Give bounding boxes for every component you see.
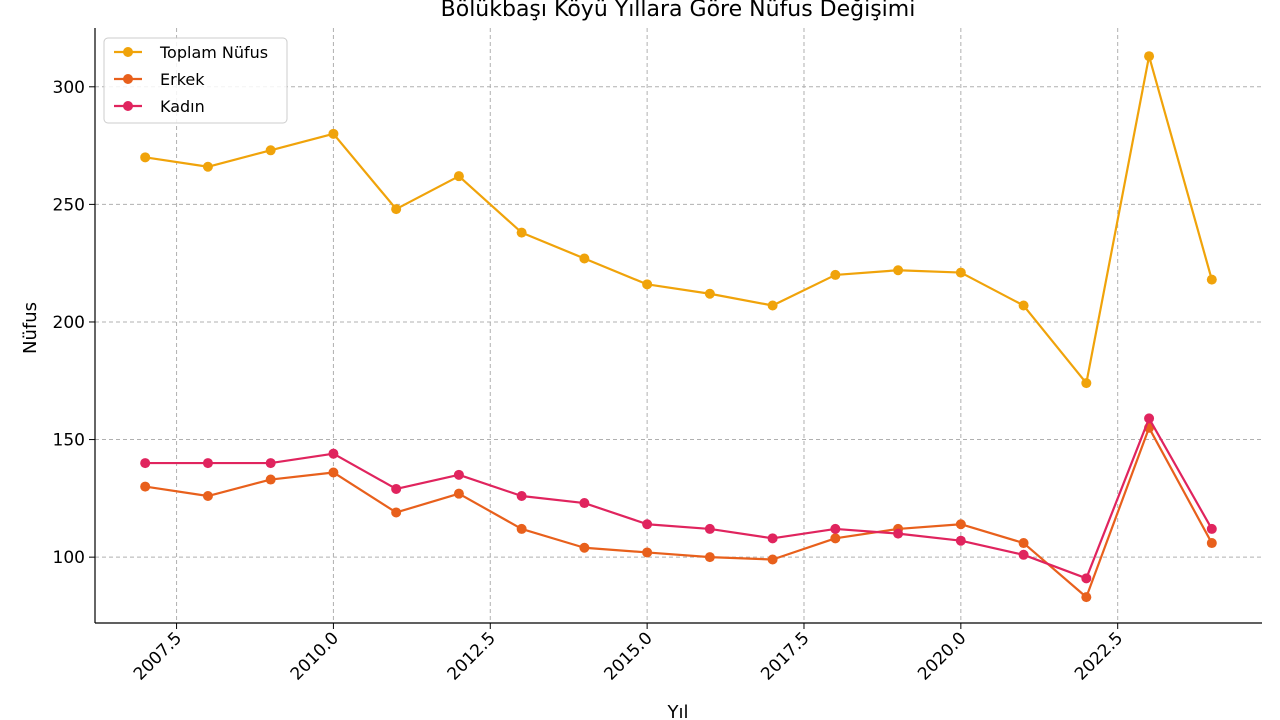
x-axis-label: Yıl: [667, 702, 689, 720]
data-point: [767, 554, 778, 565]
data-point: [1144, 413, 1155, 424]
data-point: [642, 279, 653, 290]
data-point: [955, 535, 966, 546]
legend-label: Kadın: [160, 97, 205, 116]
y-axis-label: Nüfus: [20, 302, 41, 354]
data-point: [767, 533, 778, 544]
data-point: [1206, 274, 1217, 285]
data-point: [642, 547, 653, 558]
data-point: [516, 491, 527, 502]
data-point: [265, 458, 276, 469]
x-tick-label: 2007.5: [130, 628, 186, 684]
x-tick-label: 2015.0: [600, 628, 656, 684]
data-point: [642, 519, 653, 530]
y-tick-label: 250: [53, 195, 85, 215]
x-tick-label: 2020.0: [914, 628, 970, 684]
data-point: [140, 481, 151, 492]
data-point: [516, 523, 527, 534]
y-tick-label: 300: [53, 78, 85, 98]
data-point: [391, 507, 402, 518]
data-point: [1018, 300, 1029, 311]
data-point: [391, 204, 402, 215]
x-tick-label: 2012.5: [444, 628, 500, 684]
data-point: [140, 152, 151, 163]
data-point: [202, 458, 213, 469]
data-point: [516, 227, 527, 238]
data-point: [830, 533, 841, 544]
data-point: [579, 253, 590, 264]
data-point: [704, 523, 715, 534]
data-point: [893, 528, 904, 539]
data-point: [1081, 573, 1092, 584]
data-point: [453, 469, 464, 480]
data-point: [453, 488, 464, 499]
data-point: [1206, 523, 1217, 534]
data-point: [579, 542, 590, 553]
y-tick-label: 150: [53, 431, 85, 451]
data-point: [955, 519, 966, 530]
y-tick-label: 100: [53, 548, 85, 568]
data-point: [704, 552, 715, 563]
x-tick-label: 2017.5: [757, 628, 813, 684]
y-tick-label: 200: [53, 313, 85, 333]
data-point: [704, 288, 715, 299]
data-point: [955, 267, 966, 278]
data-point: [328, 467, 339, 478]
series-line-3: [145, 417, 1213, 580]
data-point: [391, 483, 402, 494]
data-point: [328, 128, 339, 139]
data-point: [202, 161, 213, 172]
data-point: [1018, 549, 1029, 560]
legend: Toplam Nüfus Erkek Kadın: [103, 37, 288, 124]
data-point: [579, 498, 590, 509]
legend-marker: [123, 47, 133, 57]
axes: 2007.5 2010.0 2012.5 2015.0 2017.5 2020.0 2022…: [53, 28, 1262, 685]
data-point: [830, 269, 841, 280]
legend-box: [103, 37, 288, 124]
data-point: [1206, 538, 1217, 549]
chart-title: Bölükbaşı Köyü Yıllara Göre Nüfus Değişi…: [441, 0, 916, 22]
legend-marker: [123, 101, 133, 111]
x-tick-label: 2010.0: [287, 628, 343, 684]
legend-label: Erkek: [160, 70, 205, 89]
data-point: [1081, 378, 1092, 389]
series-group: [140, 51, 1217, 603]
data-point: [830, 523, 841, 534]
grid: [95, 28, 1262, 623]
series-line-2: [145, 426, 1213, 599]
series-line-1: [145, 55, 1213, 385]
x-tick-label: 2022.5: [1071, 628, 1127, 684]
data-point: [453, 171, 464, 182]
legend-marker: [123, 74, 133, 84]
data-point: [265, 145, 276, 156]
data-point: [1018, 538, 1029, 549]
legend-label: Toplam Nüfus: [159, 43, 268, 62]
data-point: [202, 491, 213, 502]
data-point: [767, 300, 778, 311]
data-point: [893, 265, 904, 276]
data-point: [1144, 51, 1155, 62]
data-point: [1081, 592, 1092, 603]
data-point: [265, 474, 276, 485]
data-point: [140, 458, 151, 469]
data-point: [328, 448, 339, 459]
